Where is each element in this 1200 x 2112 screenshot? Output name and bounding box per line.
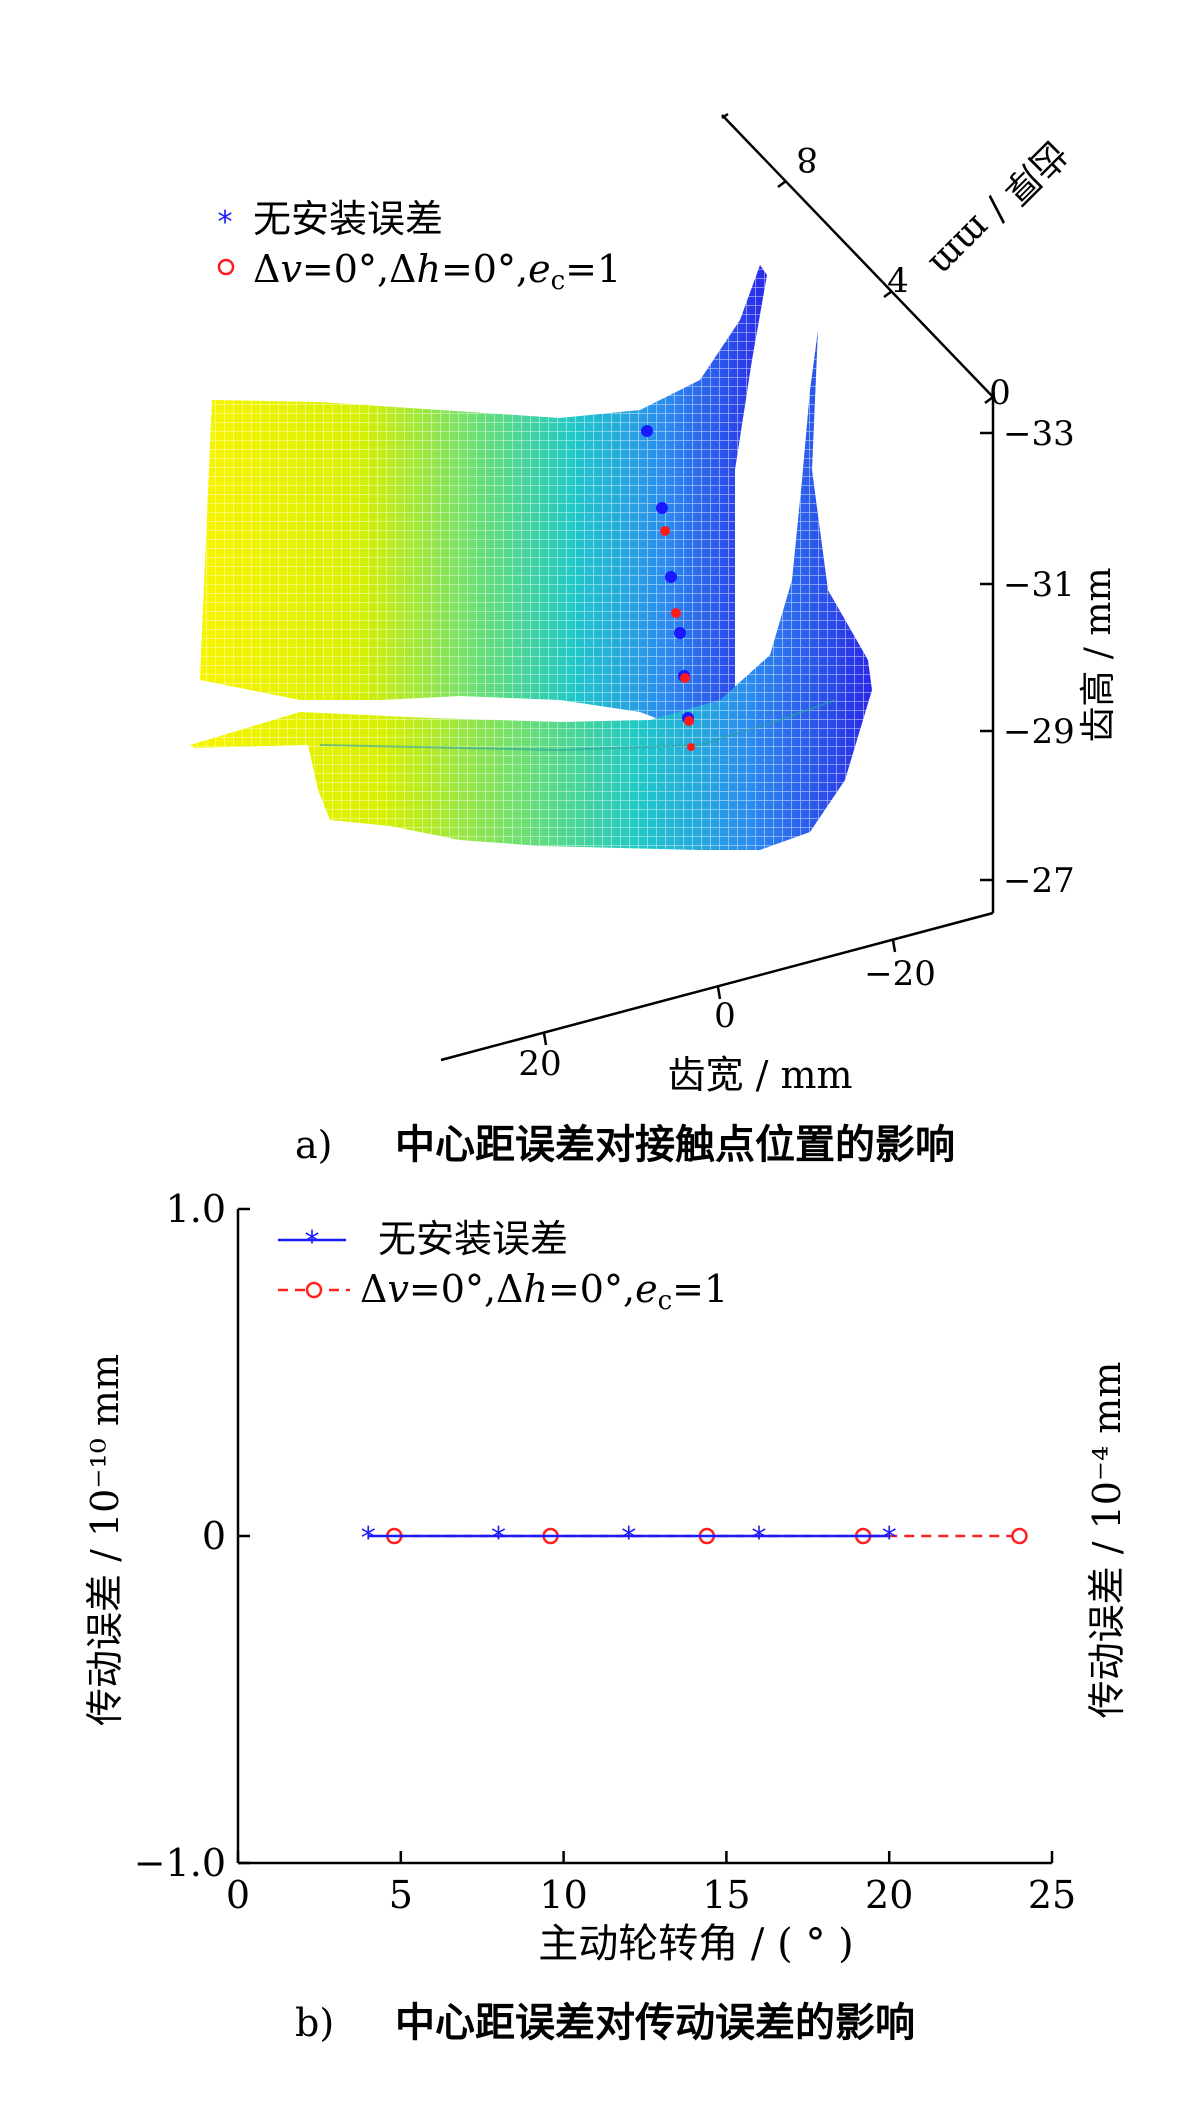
data-point-star: * bbox=[361, 1521, 376, 1556]
x-tick-label: 10 bbox=[539, 1873, 587, 1917]
x-axis-label: 主动轮转角 / ( ° ) bbox=[538, 1921, 854, 1967]
tick bbox=[777, 180, 787, 188]
tick-label-height: −31 bbox=[1003, 565, 1075, 605]
legend-label: Δv=0°,Δh=0°,ec=1 bbox=[360, 1267, 728, 1316]
tick-label-height: −27 bbox=[1003, 861, 1075, 901]
legend-b: * 无安装误差 Δv=0°,Δh=0°,ec=1 bbox=[278, 1217, 728, 1316]
tick-label-width: 0 bbox=[714, 996, 736, 1036]
data-point-circle bbox=[1011, 1527, 1028, 1545]
contact-point-blue bbox=[674, 627, 686, 639]
y-tick-label: 1.0 bbox=[166, 1187, 226, 1231]
contact-points-center-distance-error bbox=[660, 526, 695, 751]
axis-label-thickness: 齿厚 / mm bbox=[922, 132, 1075, 285]
legend-marker-star: * bbox=[218, 205, 233, 240]
legend-label: 无安装误差 bbox=[253, 197, 443, 241]
tick-label-width: 20 bbox=[518, 1044, 561, 1084]
axis-thickness bbox=[721, 112, 994, 404]
axis-height bbox=[980, 397, 995, 913]
legend-label: 无安装误差 bbox=[378, 1217, 568, 1261]
data-series: * * * * * bbox=[361, 1521, 1028, 1556]
tick-label-height: −33 bbox=[1003, 414, 1075, 454]
tick bbox=[542, 1032, 548, 1046]
legend-label: Δv=0°,Δh=0°,ec=1 bbox=[253, 247, 621, 296]
caption-a-label: a) bbox=[295, 1123, 332, 1167]
contact-point-blue bbox=[641, 425, 653, 437]
y-tick-label: 0 bbox=[202, 1514, 226, 1558]
axis-label-width: 齿宽 / mm bbox=[667, 1053, 852, 1097]
contact-point-red bbox=[687, 743, 695, 751]
y-axis-label-right: 传动误差 / 10⁻⁴ mm bbox=[1085, 1362, 1129, 1719]
legend-a: * 无安装误差 Δv=0°,Δh=0°,ec=1 bbox=[218, 197, 622, 296]
contact-point-red bbox=[671, 608, 681, 618]
tooth-surface-front bbox=[190, 330, 872, 850]
x-tick-label: 5 bbox=[389, 1873, 413, 1917]
caption-b-text: 中心距误差对传动误差的影响 bbox=[395, 1999, 915, 2046]
legend-marker-circle bbox=[305, 1281, 323, 1299]
y-tick-label: −1.0 bbox=[134, 1841, 226, 1885]
data-point-star: * bbox=[621, 1521, 636, 1556]
axis-label-height: 齿高 / mm bbox=[1078, 567, 1119, 742]
contact-point-red bbox=[660, 526, 670, 536]
tick bbox=[716, 986, 722, 1000]
contact-point-red bbox=[680, 673, 690, 683]
contact-point-blue bbox=[665, 571, 677, 583]
caption-b-label: b) bbox=[295, 2001, 334, 2045]
legend-marker-circle bbox=[217, 258, 235, 276]
x-ticks: 0 5 10 15 20 25 bbox=[226, 1851, 1076, 1917]
y-axis-label-left: 传动误差 / 10⁻¹⁰ mm bbox=[83, 1354, 127, 1726]
contact-point-blue bbox=[656, 502, 668, 514]
data-point-star: * bbox=[751, 1521, 766, 1556]
x-tick-label: 15 bbox=[702, 1873, 750, 1917]
tick-label-thickness: 0 bbox=[989, 373, 1011, 413]
y-ticks: −1.0 0 1.0 bbox=[134, 1187, 250, 1885]
tick-label-width: −20 bbox=[864, 954, 936, 994]
tick-label-height: −29 bbox=[1003, 712, 1075, 752]
x-tick-label: 25 bbox=[1028, 1873, 1076, 1917]
tick bbox=[984, 396, 994, 404]
contact-point-red bbox=[684, 716, 694, 726]
axis-width bbox=[440, 911, 994, 1062]
tick-label-thickness: 4 bbox=[887, 261, 909, 301]
tick bbox=[891, 939, 897, 953]
data-point-star: * bbox=[882, 1521, 897, 1556]
tick-label-thickness: 8 bbox=[796, 139, 818, 179]
figure-b-chart: 0 5 10 15 20 25 −1.001.0 * * * * * * 无安装误差 Δv=0°,… bbox=[83, 1187, 1129, 2046]
x-tick-label: 20 bbox=[865, 1873, 913, 1917]
x-tick-label: 0 bbox=[226, 1873, 250, 1917]
caption-a-text: 中心距误差对接触点位置的影响 bbox=[395, 1121, 955, 1168]
legend-marker-star: * bbox=[305, 1225, 320, 1260]
figure-a-3d-plot: 8 4 0 −33 −31 −29 −27 −20 0 20 齿厚 / mm 齿… bbox=[190, 112, 1119, 1168]
data-point-star: * bbox=[491, 1521, 506, 1556]
tick bbox=[883, 290, 893, 298]
tooth-surface-back bbox=[200, 265, 767, 745]
